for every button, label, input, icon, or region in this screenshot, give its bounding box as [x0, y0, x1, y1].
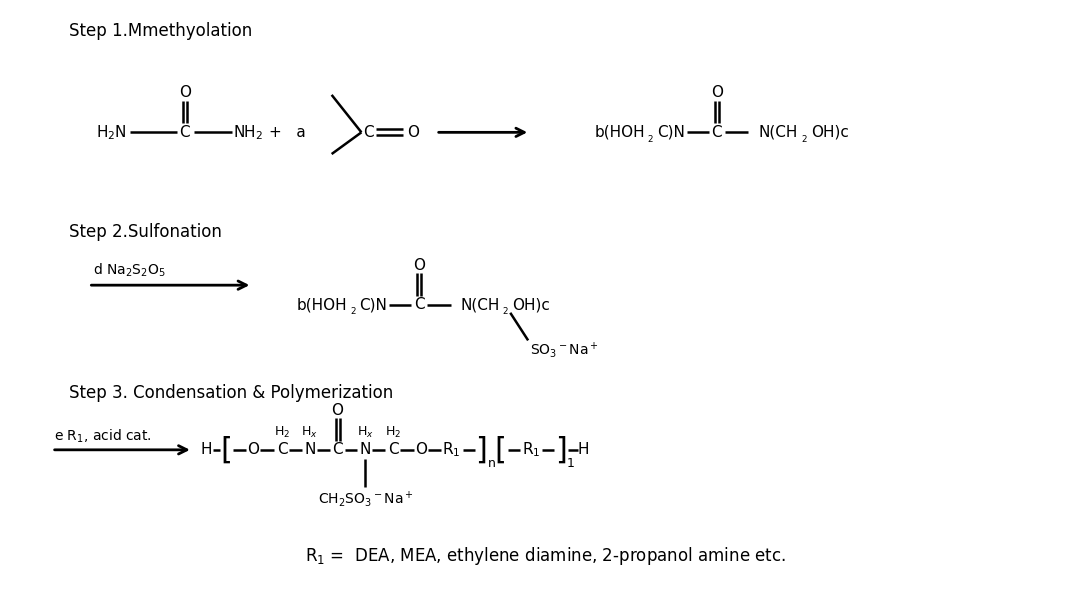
Text: d Na$_2$S$_2$O$_5$: d Na$_2$S$_2$O$_5$	[94, 262, 167, 279]
Text: ]: ]	[475, 435, 487, 465]
Text: H$_2$: H$_2$	[274, 425, 290, 440]
Text: N: N	[304, 443, 315, 457]
Text: H$_2$N: H$_2$N	[96, 123, 126, 142]
Text: C: C	[332, 443, 343, 457]
Text: R$_1$: R$_1$	[443, 441, 461, 459]
Text: C: C	[414, 298, 424, 312]
Text: O: O	[179, 86, 191, 100]
Text: CH$_2$SO$_3$$^-$Na$^+$: CH$_2$SO$_3$$^-$Na$^+$	[317, 489, 413, 509]
Text: SO$_3$$^-$Na$^+$: SO$_3$$^-$Na$^+$	[530, 340, 600, 360]
Text: O: O	[415, 443, 427, 457]
Text: [: [	[495, 435, 506, 465]
Text: OH)c: OH)c	[512, 298, 550, 312]
Text: N(CH: N(CH	[461, 298, 500, 312]
Text: C: C	[388, 443, 399, 457]
Text: $_2$: $_2$	[647, 132, 654, 145]
Text: O: O	[413, 258, 425, 273]
Text: $_2$: $_2$	[502, 304, 509, 317]
Text: NH$_2$: NH$_2$	[233, 123, 264, 142]
Text: R$_1$: R$_1$	[522, 441, 541, 459]
Text: e R$_1$, acid cat.: e R$_1$, acid cat.	[53, 427, 152, 445]
Text: [: [	[220, 435, 232, 465]
Text: 1: 1	[567, 457, 574, 470]
Text: C: C	[277, 443, 288, 457]
Text: b(HOH: b(HOH	[595, 125, 645, 140]
Text: O: O	[331, 403, 343, 418]
Text: C: C	[363, 125, 374, 140]
Text: C)N: C)N	[657, 125, 685, 140]
Text: H: H	[201, 443, 213, 457]
Text: Step 3. Condensation & Polymerization: Step 3. Condensation & Polymerization	[69, 384, 392, 402]
Text: O: O	[247, 443, 259, 457]
Text: O: O	[407, 125, 419, 140]
Text: O: O	[711, 86, 723, 100]
Text: $_2$: $_2$	[350, 304, 356, 317]
Text: H$_x$: H$_x$	[358, 425, 374, 440]
Text: OH)c: OH)c	[811, 125, 849, 140]
Text: C: C	[712, 125, 722, 140]
Text: $_2$: $_2$	[801, 132, 808, 145]
Text: b(HOH: b(HOH	[296, 298, 348, 312]
Text: C: C	[180, 125, 190, 140]
Text: H$_2$: H$_2$	[385, 425, 401, 440]
Text: Step 2.Sulfonation: Step 2.Sulfonation	[69, 223, 221, 241]
Text: H: H	[578, 443, 590, 457]
Text: ]: ]	[555, 435, 567, 465]
Text: C)N: C)N	[360, 298, 387, 312]
Text: n: n	[487, 457, 495, 470]
Text: H$_x$: H$_x$	[302, 425, 318, 440]
Text: R$_1$ =  DEA, MEA, ethylene diamine, 2-propanol amine etc.: R$_1$ = DEA, MEA, ethylene diamine, 2-pr…	[304, 545, 786, 567]
Text: Step 1.Mmethyolation: Step 1.Mmethyolation	[69, 22, 252, 40]
Text: N(CH: N(CH	[759, 125, 798, 140]
Text: +   a: + a	[268, 125, 305, 140]
Text: N: N	[360, 443, 371, 457]
